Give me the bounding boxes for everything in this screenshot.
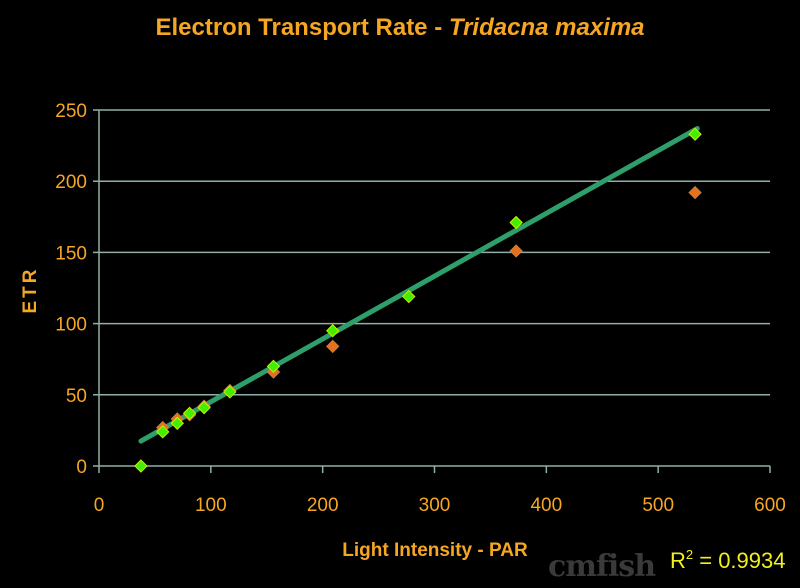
data-point <box>197 400 211 415</box>
y-tick-label: 150 <box>55 243 87 264</box>
x-tick-label: 400 <box>530 495 562 516</box>
chart-title: Electron Transport Rate - Tridacna maxim… <box>0 14 800 42</box>
data-point <box>326 324 340 338</box>
data-point <box>688 127 702 141</box>
title-main: Electron Transport Rate - <box>155 14 449 41</box>
x-tick-label: 0 <box>94 495 105 516</box>
y-tick-label: 100 <box>55 315 87 336</box>
data-point <box>509 244 523 258</box>
x-tick-label: 100 <box>195 495 227 516</box>
data-point <box>688 185 702 200</box>
r-value: = 0.9934 <box>693 548 786 573</box>
r-label: R <box>670 548 686 573</box>
title-species: Tridacna maxima <box>448 14 645 41</box>
data-point <box>402 289 416 304</box>
data-point <box>134 459 148 473</box>
x-tick-label: 200 <box>307 495 339 516</box>
x-tick-label: 300 <box>419 495 451 516</box>
r-squared-annotation: R2 = 0.9934 <box>670 548 786 574</box>
y-axis-label: ETR <box>20 267 41 314</box>
x-tick-label: 600 <box>754 495 786 516</box>
watermark-logo: cmfish <box>548 549 656 584</box>
data-point <box>266 359 281 374</box>
data-point <box>156 425 170 439</box>
data-point <box>170 416 184 430</box>
y-tick-label: 200 <box>55 172 87 193</box>
x-axis-label: Light Intensity - PAR <box>342 540 528 561</box>
data-point <box>182 406 197 421</box>
data-point <box>509 215 523 230</box>
y-tick-label: 0 <box>76 457 87 478</box>
data-point <box>326 339 340 354</box>
r-exponent: 2 <box>685 547 694 562</box>
x-tick-label: 500 <box>642 495 674 516</box>
y-tick-label: 250 <box>55 101 87 122</box>
y-tick-label: 50 <box>66 386 87 407</box>
data-point <box>223 385 237 399</box>
